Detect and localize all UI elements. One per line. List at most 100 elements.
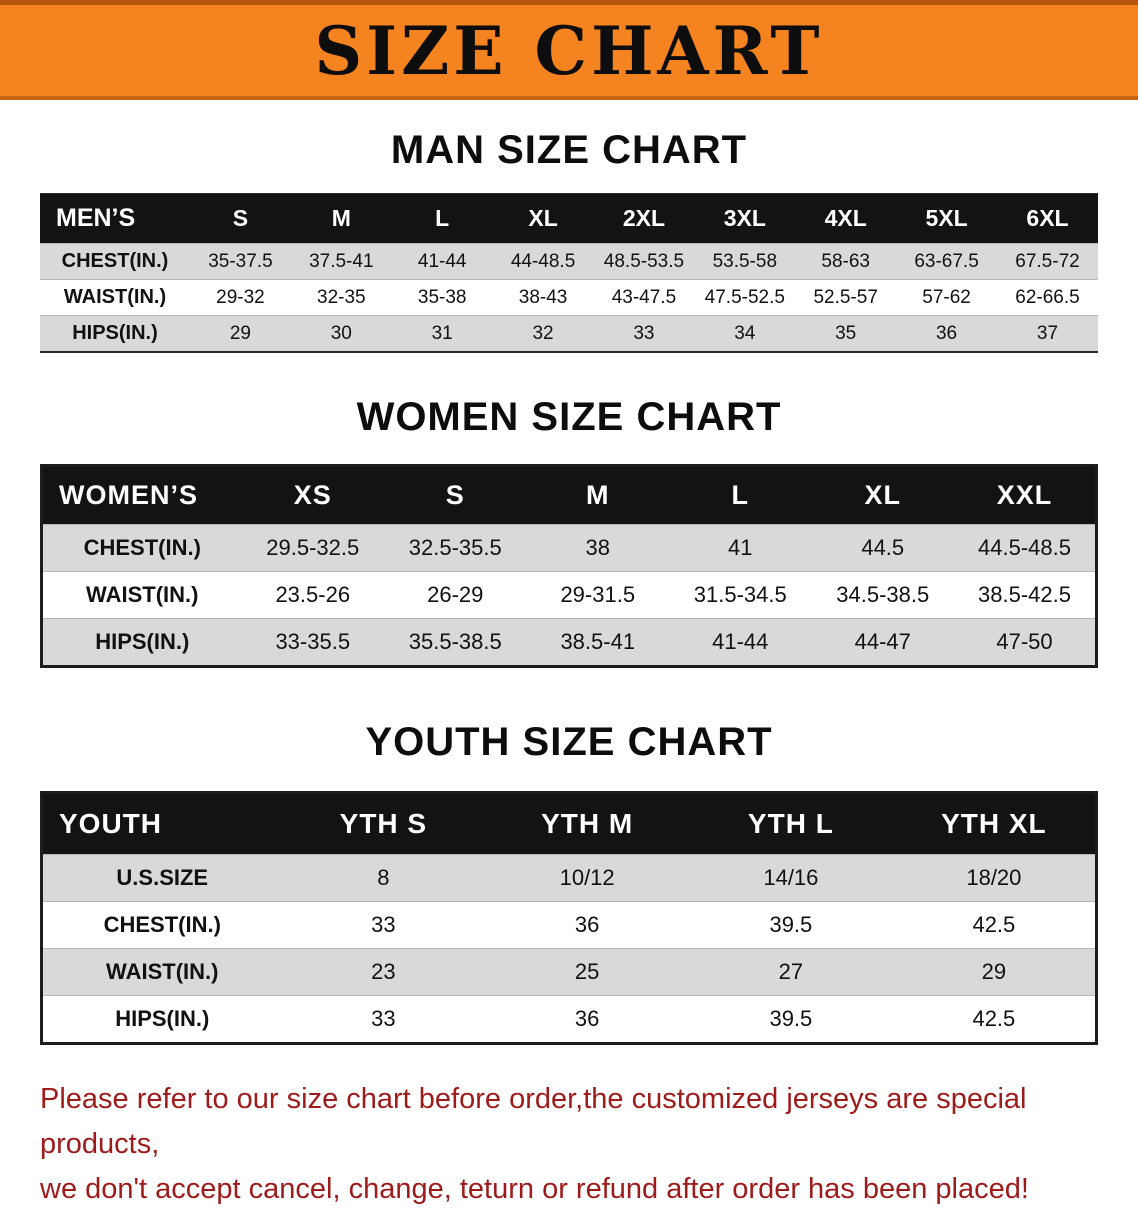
column-header: 3XL — [694, 193, 796, 244]
table-cell: 34.5-38.5 — [836, 582, 930, 607]
table-cell: 29-31.5 — [560, 582, 636, 607]
row-label: CHEST(IN.) — [83, 535, 201, 560]
table-cell: 36 — [574, 1006, 600, 1031]
table-cell: 29.5-32.5 — [266, 535, 360, 560]
table-cell: 31.5-34.5 — [693, 582, 787, 607]
table-cell: 29 — [229, 322, 251, 344]
table-cell: 10/12 — [559, 865, 615, 890]
table-cell: 33 — [371, 1006, 396, 1031]
table-row: HIPS(IN.) 29 30 31 32 33 34 35 36 37 — [40, 315, 1098, 352]
column-header: YTH M — [485, 792, 689, 855]
footer-note: Please refer to our size chart before or… — [40, 1077, 1110, 1212]
table-corner-label: YOUTH — [41, 792, 282, 855]
table-cell: 37.5-41 — [309, 250, 374, 272]
table-cell: 44-48.5 — [510, 250, 576, 272]
row-label: HIPS(IN.) — [95, 629, 190, 654]
column-header: L — [669, 465, 812, 525]
table-cell: 33 — [633, 322, 655, 344]
table-row: HIPS(IN.) 33 36 39.5 42.5 — [41, 995, 1097, 1044]
table-cell: 36 — [574, 912, 600, 937]
table-corner-label: MEN’S — [40, 193, 190, 244]
table-cell: 30 — [330, 322, 352, 344]
table-cell: 43-47.5 — [611, 286, 677, 308]
table-row: HIPS(IN.) 33-35.5 35.5-38.5 38.5-41 41-44 44-… — [41, 618, 1097, 667]
row-label: WAIST(IN.) — [63, 286, 167, 308]
table-cell: 29-32 — [216, 286, 265, 308]
women-size-section: WOMEN SIZE CHART WOMEN’S XS S M L XL XXL CHEST(… — [0, 395, 1138, 668]
column-header: 5XL — [896, 193, 997, 244]
table-cell: 32-35 — [317, 286, 366, 308]
column-header: S — [190, 193, 291, 244]
table-cell: 44-47 — [854, 629, 911, 654]
table-cell: 57-62 — [922, 286, 971, 308]
column-header: YTH L — [689, 792, 893, 855]
column-header: 4XL — [795, 193, 897, 244]
table-row: WAIST(IN.) 23 25 27 29 — [41, 948, 1097, 996]
row-label: WAIST(IN.) — [86, 582, 199, 607]
table-cell: 38 — [585, 535, 610, 560]
table-cell: 53.5-58 — [712, 250, 778, 272]
footer-note-line1: Please refer to our size chart before or… — [40, 1083, 1027, 1160]
men-size-table: MEN’S S M L XL 2XL 3XL 4XL 5XL 6XL CHEST(IN.) 35-37… — [40, 193, 1098, 353]
column-header: M — [290, 193, 392, 244]
men-section-heading: MAN SIZE CHART — [390, 128, 748, 172]
table-cell: 32 — [532, 322, 554, 344]
youth-size-section: YOUTH SIZE CHART YOUTH YTH S YTH M YTH L YTH… — [0, 720, 1138, 1045]
table-cell: 47.5-52.5 — [704, 286, 785, 308]
column-header: M — [526, 465, 669, 525]
column-header: L — [391, 193, 493, 244]
table-cell: 52.5-57 — [813, 286, 878, 308]
table-cell: 29 — [981, 959, 1007, 984]
table-cell: 27 — [778, 959, 804, 984]
column-header: S — [384, 465, 527, 525]
table-header-row: MEN’S S M L XL 2XL 3XL 4XL 5XL 6XL — [40, 193, 1098, 244]
table-cell: 48.5-53.5 — [603, 250, 685, 272]
column-header: 2XL — [593, 193, 695, 244]
column-header: XS — [241, 465, 384, 525]
table-header-row: YOUTH YTH S YTH M YTH L YTH XL — [41, 792, 1097, 855]
table-cell: 47-50 — [996, 629, 1053, 654]
table-cell: 32.5-35.5 — [408, 535, 502, 560]
table-cell: 35-37.5 — [208, 250, 273, 272]
table-header-row: WOMEN’S XS S M L XL XXL — [41, 465, 1097, 525]
row-label: CHEST(IN.) — [103, 912, 221, 937]
table-cell: 44.5-48.5 — [978, 535, 1071, 560]
table-cell: 38.5-41 — [560, 629, 636, 654]
table-cell: 36 — [935, 322, 958, 344]
table-corner-label: WOMEN’S — [41, 465, 242, 525]
table-cell: 8 — [377, 865, 390, 890]
table-cell: 41-44 — [417, 250, 467, 272]
column-header: XXL — [954, 465, 1097, 525]
table-cell: 34 — [734, 322, 756, 344]
table-cell: 31 — [431, 322, 453, 344]
table-cell: 37 — [1036, 322, 1059, 344]
table-cell: 23.5-26 — [275, 582, 351, 607]
column-header: XL — [811, 465, 954, 525]
table-cell: 39.5 — [769, 1006, 813, 1031]
table-cell: 42.5 — [972, 912, 1016, 937]
men-size-section: MAN SIZE CHART MEN’S S M L XL 2XL 3XL 4XL 5XL 6XL… — [0, 128, 1138, 353]
column-header: YTH XL — [892, 792, 1097, 855]
women-size-table: WOMEN’S XS S M L XL XXL CHEST(IN.) 29.5-32.5 32.5… — [40, 464, 1098, 668]
youth-size-table: YOUTH YTH S YTH M YTH L YTH XL U.S.SIZE 8 10/12… — [40, 791, 1098, 1045]
table-cell: 25 — [574, 959, 600, 984]
row-label: U.S.SIZE — [116, 865, 209, 890]
table-cell: 38.5-42.5 — [978, 582, 1071, 607]
table-row: U.S.SIZE 8 10/12 14/16 18/20 — [41, 854, 1097, 902]
table-cell: 14/16 — [763, 865, 819, 890]
table-cell: 67.5-72 — [1015, 250, 1080, 272]
banner: SIZE CHART — [0, 0, 1138, 100]
table-cell: 39.5 — [769, 912, 813, 937]
table-cell: 42.5 — [972, 1006, 1016, 1031]
table-cell: 44.5 — [861, 535, 905, 560]
table-cell: 38-43 — [518, 286, 568, 308]
table-cell: 41 — [728, 535, 753, 560]
footer-note-line2: we don't accept cancel, change, teturn o… — [40, 1172, 1029, 1205]
table-row: WAIST(IN.) 23.5-26 26-29 29-31.5 31.5-34.5 34… — [41, 571, 1097, 619]
table-cell: 35 — [835, 322, 857, 344]
table-row: CHEST(IN.) 33 36 39.5 42.5 — [41, 901, 1097, 949]
row-label: HIPS(IN.) — [115, 1006, 210, 1031]
table-cell: 35-38 — [417, 286, 467, 308]
youth-section-heading: YOUTH SIZE CHART — [365, 720, 773, 764]
